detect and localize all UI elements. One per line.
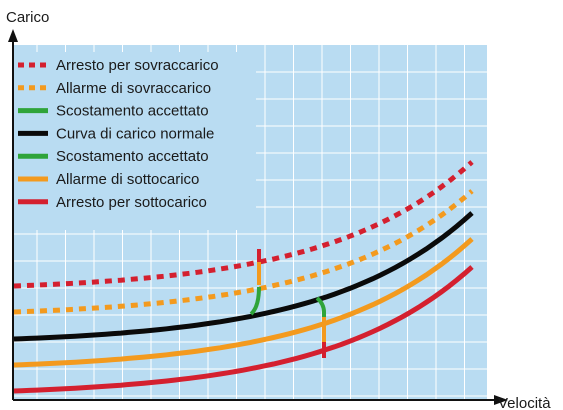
x-axis-arrow-icon	[494, 395, 508, 405]
curve-underload-stop	[13, 265, 474, 394]
legend-label-2: Allarme di sovraccarico	[56, 80, 211, 97]
curve-overload-stop	[13, 160, 474, 289]
legend-label-6: Allarme di sottocarico	[56, 171, 199, 188]
legend-label-3: Scostamento accettato	[56, 103, 209, 120]
curve-normal-load	[13, 211, 474, 342]
axes	[8, 29, 508, 405]
load-curves	[13, 160, 474, 394]
deviation-markers	[249, 249, 326, 358]
y-axis-arrow-icon	[8, 29, 18, 42]
accepted-deviation-marker-upper	[249, 286, 261, 316]
legend-label-5: Scostamento accettato	[56, 148, 209, 165]
x-axis-label: Velocità	[498, 395, 551, 410]
y-axis-label: Carico	[6, 9, 49, 26]
legend-label-4: Curva di carico normale	[56, 125, 214, 142]
legend-background	[14, 52, 256, 230]
accepted-deviation-marker-lower	[315, 296, 326, 317]
legend-label-1: Arresto per sovraccarico	[56, 57, 219, 74]
legend: Arresto per sovraccarico Allarme di sovra…	[18, 57, 219, 211]
curve-overload-alarm	[13, 189, 474, 315]
curve-underload-alarm	[13, 237, 474, 368]
legend-label-7: Arresto per sottocarico	[56, 194, 207, 211]
